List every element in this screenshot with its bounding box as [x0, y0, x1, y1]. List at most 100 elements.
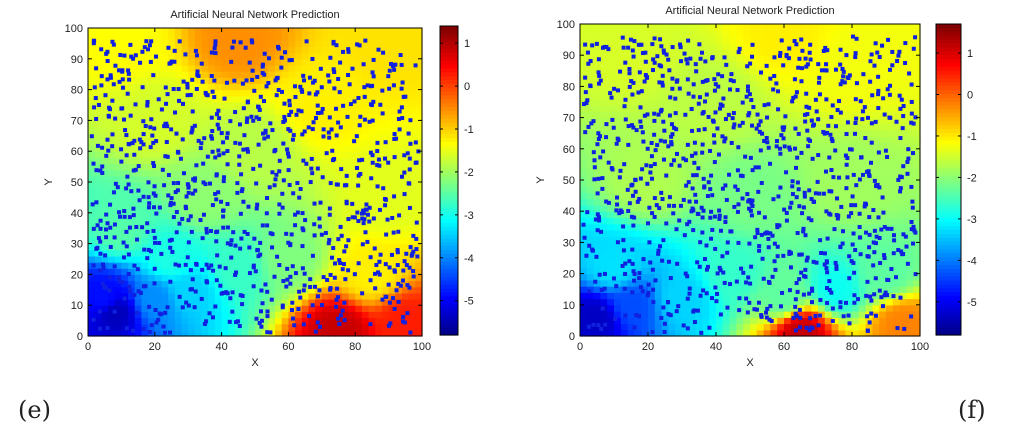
heatmap-cell — [295, 163, 303, 171]
heatmap-cell — [214, 138, 223, 146]
heatmap-cell — [214, 317, 223, 325]
heatmap-cell — [228, 317, 236, 325]
heatmap-cell — [654, 211, 663, 219]
heatmap-cell — [750, 223, 758, 231]
colorbar-tick-label: 1 — [464, 38, 470, 50]
heatmap-cell — [600, 155, 608, 162]
heatmap-cell — [181, 268, 189, 275]
sample-point — [241, 106, 246, 111]
heatmap-cell — [388, 126, 396, 134]
heatmap-cell — [375, 114, 383, 121]
heatmap-cell — [174, 34, 183, 41]
sample-point — [117, 279, 122, 284]
heatmap-cell — [134, 231, 143, 239]
heatmap-cell — [620, 173, 629, 181]
heatmap-cell — [620, 155, 629, 162]
sample-point — [193, 48, 198, 53]
sample-point — [207, 311, 212, 316]
heatmap-cell — [181, 237, 189, 245]
heatmap-cell — [654, 180, 663, 187]
heatmap-cell — [148, 101, 156, 109]
heatmap-cell — [661, 298, 669, 306]
y-tick-label: 10 — [71, 300, 83, 312]
sample-point — [310, 253, 315, 258]
sample-point — [356, 95, 361, 100]
heatmap-cell — [729, 142, 737, 150]
heatmap-cell — [722, 242, 731, 250]
heatmap-cell — [328, 120, 336, 128]
heatmap-cell — [580, 329, 588, 337]
sample-point — [159, 107, 164, 112]
heatmap-cell — [301, 212, 310, 220]
heatmap-cell — [241, 126, 249, 134]
heatmap-cell — [101, 305, 109, 312]
sample-point — [339, 233, 344, 238]
sample-point — [149, 117, 154, 122]
sample-point — [345, 114, 350, 119]
heatmap-cell — [722, 36, 731, 44]
sample-point — [304, 161, 309, 166]
heatmap-cell — [695, 24, 703, 31]
heatmap-cell — [729, 254, 737, 262]
heatmap-cell — [154, 120, 163, 128]
sample-point — [380, 297, 385, 302]
heatmap-cell — [388, 286, 396, 294]
sample-point — [275, 254, 280, 259]
sample-point — [274, 76, 279, 81]
sample-point — [190, 125, 195, 130]
heatmap-cell — [101, 114, 109, 121]
sample-point — [287, 113, 292, 118]
heatmap-cell — [729, 136, 737, 144]
heatmap-cell — [241, 138, 249, 146]
heatmap-cell — [641, 123, 649, 131]
heatmap-cell — [729, 198, 737, 206]
heatmap-cell — [134, 71, 143, 78]
heatmap-cell — [736, 286, 744, 293]
heatmap-cell — [648, 198, 656, 206]
heatmap-cell — [161, 77, 169, 85]
heatmap-cell — [201, 286, 209, 294]
heatmap-cell — [348, 151, 356, 158]
sample-point — [215, 122, 220, 127]
heatmap-cell — [181, 114, 189, 121]
heatmap-cell — [661, 186, 669, 194]
heatmap-cell — [600, 192, 608, 200]
heatmap-cell — [688, 267, 697, 275]
sample-point — [310, 171, 315, 176]
heatmap-cell — [261, 52, 269, 60]
colorbar-segment — [440, 261, 458, 267]
heatmap-cell — [401, 132, 410, 140]
heatmap-cell — [101, 206, 109, 214]
heatmap-cell — [214, 64, 223, 72]
heatmap-cell — [368, 28, 376, 35]
heatmap-cell — [301, 132, 310, 140]
heatmap-cell — [148, 286, 156, 294]
heatmap-cell — [295, 71, 303, 78]
heatmap-cell — [108, 286, 116, 294]
heatmap-cell — [301, 188, 310, 195]
sample-point — [280, 305, 285, 310]
sample-point — [103, 93, 108, 98]
heatmap-cell — [361, 231, 370, 239]
sample-point — [186, 303, 191, 308]
sample-point — [372, 246, 377, 251]
heatmap-cell — [315, 77, 323, 85]
heatmap-cell — [654, 229, 663, 237]
heatmap-cell — [368, 286, 376, 294]
heatmap-cell — [188, 299, 196, 306]
heatmap-cell — [607, 155, 615, 162]
heatmap-cell — [194, 255, 203, 263]
heatmap-cell — [722, 323, 731, 331]
heatmap-cell — [201, 101, 209, 109]
heatmap-cell — [355, 243, 363, 251]
heatmap-cell — [315, 138, 323, 146]
heatmap-cell — [268, 71, 276, 78]
heatmap-cell — [388, 71, 396, 78]
sample-point — [132, 152, 137, 157]
heatmap-cell — [688, 261, 697, 268]
heatmap-cell — [181, 292, 189, 300]
heatmap-cell — [750, 61, 758, 69]
heatmap-cell — [315, 280, 323, 288]
heatmap-cell — [614, 98, 622, 106]
heatmap-cell — [101, 132, 109, 140]
